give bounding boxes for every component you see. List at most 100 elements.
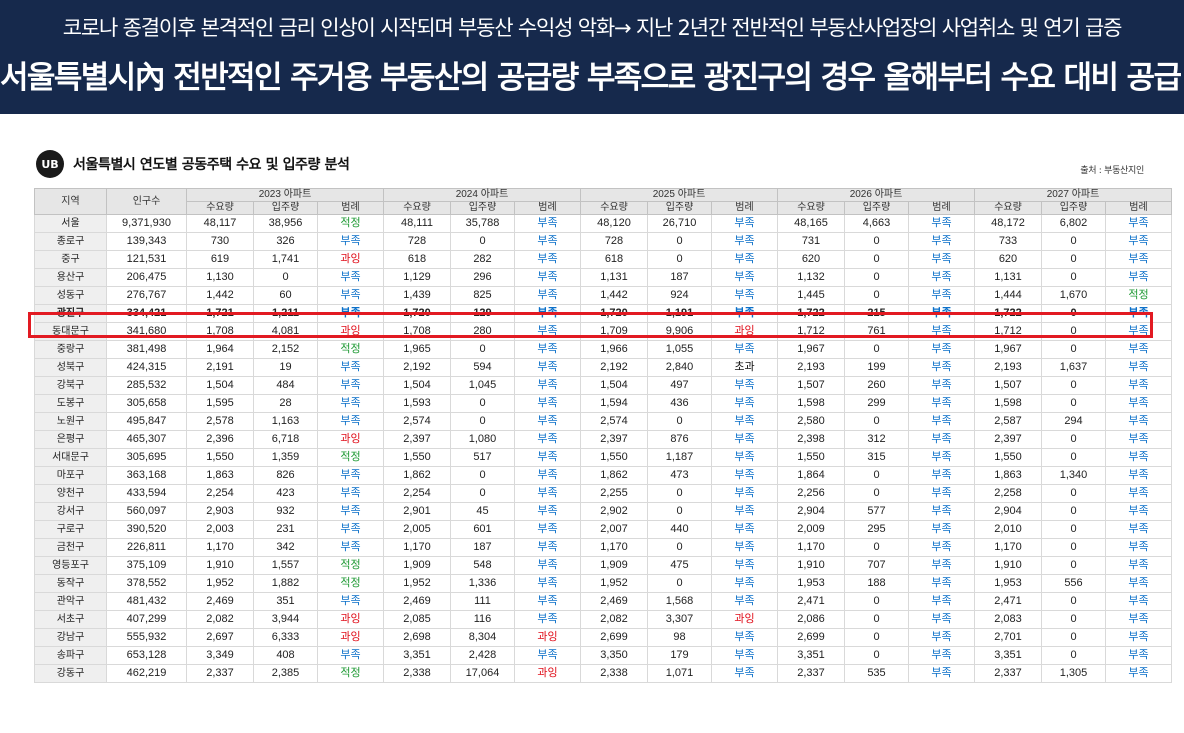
region-cell: 은평구 [34, 430, 107, 449]
status-cell: 부족 [1105, 340, 1172, 359]
status-cell: 부족 [317, 592, 384, 611]
demand-cell: 1,550 [777, 448, 845, 467]
population-cell: 481,432 [106, 592, 187, 611]
supply-cell: 1,568 [647, 592, 712, 611]
supply-cell: 28 [253, 394, 318, 413]
demand-cell: 1,863 [974, 466, 1042, 485]
demand-cell: 1,550 [974, 448, 1042, 467]
region-cell: 성동구 [34, 286, 107, 305]
region-cell: 서초구 [34, 610, 107, 629]
status-cell: 부족 [908, 664, 975, 683]
supply-cell: 876 [647, 430, 712, 449]
region-cell: 동작구 [34, 574, 107, 593]
supply-cell: 1,163 [253, 412, 318, 431]
demand-cell: 1,445 [777, 286, 845, 305]
population-cell: 363,168 [106, 466, 187, 485]
table-row: 도봉구 305,658 1,595 28 부족 1,593 0 부족 1,594 436 부족 1,5… [34, 394, 1172, 413]
status-cell: 부족 [1105, 232, 1172, 251]
status-cell: 부족 [514, 592, 581, 611]
region-cell: 양천구 [34, 484, 107, 503]
sub-header: 범례 [514, 201, 581, 215]
demand-cell: 1,507 [974, 376, 1042, 395]
demand-cell: 1,170 [383, 538, 451, 557]
status-cell: 부족 [1105, 430, 1172, 449]
region-cell: 광진구 [34, 304, 107, 323]
demand-cell: 619 [186, 250, 254, 269]
supply-cell: 2,385 [253, 664, 318, 683]
demand-cell: 2,574 [580, 412, 648, 431]
supply-cell: 1,670 [1041, 286, 1106, 305]
supply-cell: 296 [450, 268, 515, 287]
supply-cell: 0 [647, 538, 712, 557]
status-cell: 부족 [514, 484, 581, 503]
supply-cell: 0 [1041, 322, 1106, 341]
demand-cell: 1,966 [580, 340, 648, 359]
demand-cell: 2,901 [383, 502, 451, 521]
status-cell: 부족 [514, 430, 581, 449]
supply-cell: 408 [253, 646, 318, 665]
header-year: 2024 아파트 [383, 188, 581, 202]
status-cell: 부족 [908, 322, 975, 341]
sub-header: 입주량 [253, 201, 318, 215]
demand-cell: 1,504 [383, 376, 451, 395]
table-row: 영등포구 375,109 1,910 1,557 적정 1,909 548 부족 1,909 47… [34, 556, 1172, 575]
demand-cell: 2,085 [383, 610, 451, 629]
supply-cell: 0 [1041, 448, 1106, 467]
demand-cell: 1,720 [383, 304, 451, 323]
region-cell: 마포구 [34, 466, 107, 485]
demand-cell: 2,086 [777, 610, 845, 629]
status-cell: 부족 [1105, 646, 1172, 665]
supply-cell: 517 [450, 448, 515, 467]
supply-cell: 0 [844, 286, 909, 305]
supply-cell: 294 [1041, 412, 1106, 431]
demand-cell: 3,350 [580, 646, 648, 665]
region-cell: 관악구 [34, 592, 107, 611]
status-cell: 과잉 [317, 628, 384, 647]
demand-cell: 733 [974, 232, 1042, 251]
status-cell: 부족 [1105, 520, 1172, 539]
supply-cell: 0 [1041, 304, 1106, 323]
population-cell: 653,128 [106, 646, 187, 665]
table-row: 중랑구 381,498 1,964 2,152 적정 1,965 0 부족 1,966 1,055… [34, 340, 1172, 359]
supply-cell: 2,840 [647, 358, 712, 377]
population-cell: 139,343 [106, 232, 187, 251]
supply-cell: 1,340 [1041, 466, 1106, 485]
demand-cell: 2,397 [974, 430, 1042, 449]
region-cell: 영등포구 [34, 556, 107, 575]
population-cell: 375,109 [106, 556, 187, 575]
demand-cell: 1,595 [186, 394, 254, 413]
section-title: 서울특별시 연도별 공동주택 수요 및 입주량 분석 [73, 157, 350, 173]
demand-cell: 1,712 [777, 322, 845, 341]
region-cell: 도봉구 [34, 394, 107, 413]
demand-cell: 3,351 [974, 646, 1042, 665]
header-year: 2025 아파트 [580, 188, 778, 202]
status-cell: 부족 [1105, 628, 1172, 647]
supply-cell: 0 [844, 592, 909, 611]
demand-cell: 1,952 [186, 574, 254, 593]
status-cell: 부족 [908, 286, 975, 305]
population-cell: 407,299 [106, 610, 187, 629]
demand-cell: 2,337 [777, 664, 845, 683]
status-cell: 부족 [514, 394, 581, 413]
supply-cell: 0 [1041, 376, 1106, 395]
demand-cell: 1,442 [580, 286, 648, 305]
supply-cell: 299 [844, 394, 909, 413]
status-cell: 부족 [317, 412, 384, 431]
supply-cell: 0 [1041, 340, 1106, 359]
status-cell: 부족 [1105, 412, 1172, 431]
supply-cell: 260 [844, 376, 909, 395]
status-cell: 부족 [908, 556, 975, 575]
table-row: 동대문구 341,680 1,708 4,081 과잉 1,708 280 부족 1,709 9,… [34, 322, 1172, 341]
supply-cell: 0 [844, 340, 909, 359]
demand-cell: 1,910 [974, 556, 1042, 575]
demand-cell: 2,902 [580, 502, 648, 521]
status-cell: 부족 [908, 538, 975, 557]
demand-cell: 48,120 [580, 214, 648, 233]
status-cell: 부족 [1105, 250, 1172, 269]
demand-cell: 2,580 [777, 412, 845, 431]
supply-cell: 231 [253, 520, 318, 539]
demand-cell: 1,964 [186, 340, 254, 359]
demand-cell: 2,699 [777, 628, 845, 647]
status-cell: 과잉 [514, 664, 581, 683]
demand-cell: 2,338 [383, 664, 451, 683]
